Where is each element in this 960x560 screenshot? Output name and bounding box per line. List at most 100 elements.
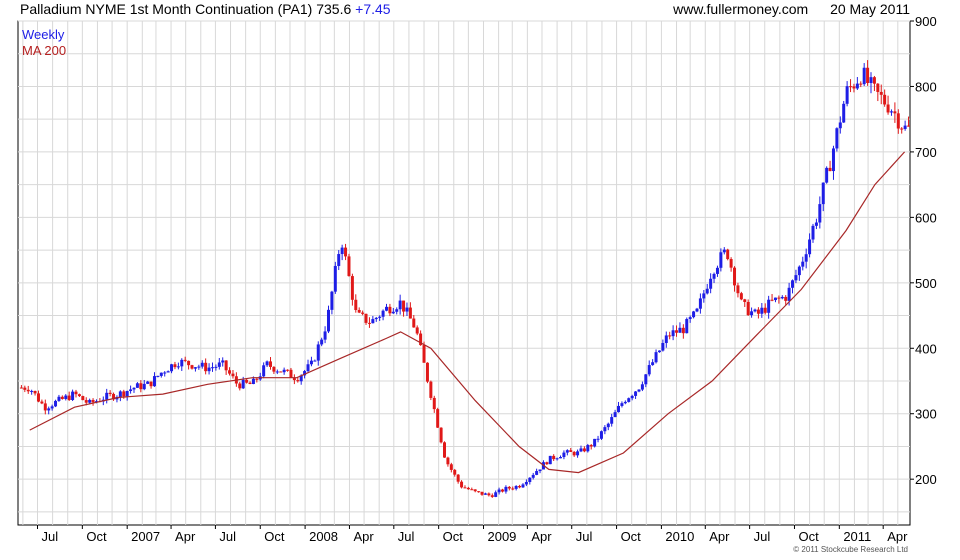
candle-down: [224, 360, 228, 371]
candle-up: [94, 401, 98, 403]
candle-up: [494, 492, 498, 497]
candle-up: [497, 489, 501, 493]
candle-up: [634, 391, 638, 396]
candle-down: [900, 128, 904, 130]
y-tick-label: 200: [915, 472, 937, 487]
candle-down: [743, 299, 747, 302]
candle-down: [268, 361, 272, 367]
candle-up: [197, 366, 201, 368]
candle-up: [794, 275, 798, 281]
candle-down: [74, 391, 78, 395]
candle-up: [845, 86, 849, 104]
chart-legend: Weekly MA 200: [22, 27, 66, 59]
candle-up: [221, 360, 225, 363]
candle-down: [255, 378, 259, 380]
candle-up: [780, 296, 784, 299]
candle-up: [889, 111, 893, 113]
candle-down: [354, 299, 358, 310]
candle-down: [572, 451, 576, 456]
copyright-notice: © 2011 Stockcube Research Ltd: [793, 545, 908, 554]
candle-down: [347, 256, 351, 277]
candle-up: [559, 457, 563, 459]
candle-up: [722, 249, 726, 253]
candle-down: [852, 86, 856, 89]
candle-down: [876, 83, 880, 92]
candle-down: [245, 379, 249, 383]
candle-up: [804, 254, 808, 262]
candle-up: [767, 299, 771, 313]
candle-down: [279, 371, 283, 373]
candle-down: [463, 487, 467, 489]
candle-down: [501, 489, 505, 492]
candle-down: [763, 307, 767, 313]
candle-down: [183, 359, 187, 361]
candle-up: [903, 125, 907, 129]
x-tick-label: Oct: [264, 529, 285, 544]
candle-up: [688, 317, 692, 320]
candle-up: [521, 484, 525, 488]
candle-down: [466, 487, 470, 490]
candle-up: [712, 273, 716, 279]
candle-down: [872, 77, 876, 84]
candle-up: [678, 327, 682, 333]
candle-up: [627, 398, 631, 402]
candle-up: [548, 455, 552, 465]
candle-down: [432, 397, 436, 410]
candle-up: [698, 298, 702, 309]
candle-down: [187, 360, 191, 366]
candle-up: [599, 431, 603, 439]
candle-down: [60, 396, 64, 399]
candle-down: [511, 488, 515, 490]
x-tick-label: Oct: [621, 529, 642, 544]
candle-up: [593, 438, 597, 447]
candle-up: [603, 427, 607, 432]
candle-down: [408, 307, 412, 319]
candle-down: [361, 312, 365, 314]
y-tick-label: 800: [915, 79, 937, 94]
candle-up: [200, 362, 204, 367]
y-tick-label: 900: [915, 14, 937, 29]
candle-down: [552, 455, 556, 460]
candle-down: [589, 445, 593, 447]
candle-down: [784, 296, 788, 301]
candle-up: [88, 399, 92, 403]
candle-up: [54, 400, 58, 407]
candle-up: [835, 128, 839, 149]
candle-up: [333, 265, 337, 292]
candle-down: [238, 383, 242, 389]
candle-down: [490, 495, 494, 497]
candle-down: [436, 409, 440, 428]
candle-up: [180, 359, 184, 367]
candle-up: [695, 308, 699, 312]
candle-up: [398, 300, 402, 310]
candle-down: [296, 380, 300, 382]
candle-down: [726, 249, 730, 260]
candle-down: [746, 301, 750, 316]
candle-down: [286, 369, 290, 371]
x-tick-label: Oct: [86, 529, 107, 544]
candle-down: [859, 83, 863, 85]
candle-down: [477, 491, 481, 493]
candle-up: [217, 362, 221, 367]
candle-up: [316, 344, 320, 361]
candle-up: [562, 452, 566, 458]
x-tick-label: Jul: [754, 529, 771, 544]
candle-down: [344, 247, 348, 257]
candle-down: [388, 306, 392, 314]
candle-down: [367, 322, 371, 324]
x-tick-label: Apr: [887, 529, 908, 544]
candle-up: [166, 371, 170, 373]
candle-up: [71, 391, 75, 401]
candle-down: [470, 489, 474, 491]
ma200-line: [29, 151, 906, 474]
candle-up: [483, 493, 487, 495]
y-tick-label: 700: [915, 145, 937, 160]
candle-up: [313, 360, 317, 362]
candle-up: [251, 378, 255, 385]
candle-up: [576, 451, 580, 456]
candle-up: [760, 307, 764, 314]
candle-up: [374, 317, 378, 320]
x-tick-label: 2008: [309, 529, 338, 544]
candle-up: [801, 261, 805, 267]
candle-up: [504, 486, 508, 492]
